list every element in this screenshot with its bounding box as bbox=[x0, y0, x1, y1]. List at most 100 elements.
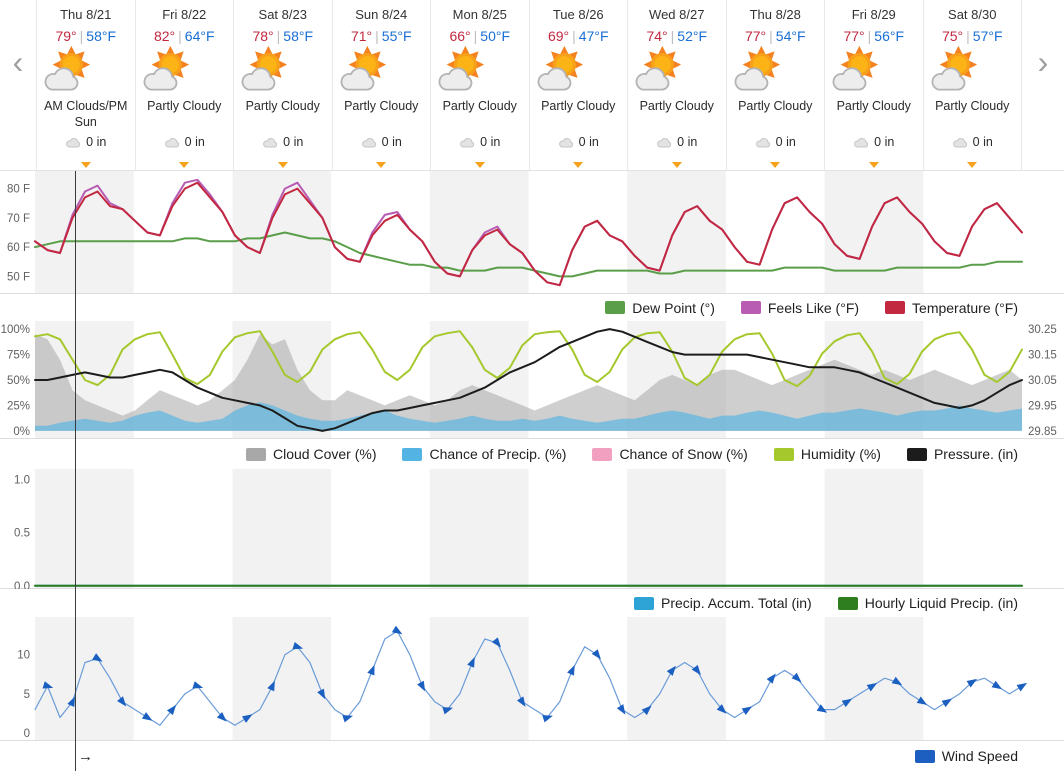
chevron-down-icon[interactable] bbox=[80, 162, 91, 168]
y-axis-tick: 50 F bbox=[7, 271, 30, 283]
precip-amount: 0 in bbox=[283, 135, 304, 149]
condition-text: Partly Cloudy bbox=[541, 99, 616, 113]
chevron-down-icon[interactable] bbox=[868, 162, 879, 168]
low-temp: 54°F bbox=[775, 28, 806, 44]
chevron-down-icon[interactable] bbox=[179, 162, 190, 168]
forecast-day-tile[interactable]: Sat 8/30 75° | 57°F P bbox=[922, 0, 1022, 170]
chevron-down-icon[interactable] bbox=[573, 162, 584, 168]
chevron-down-icon[interactable] bbox=[770, 162, 781, 168]
precipitation-chart[interactable]: 1.0 0.5 0.0 bbox=[0, 469, 1064, 589]
high-low-temps: 78° | 58°F bbox=[234, 28, 332, 44]
chevron-down-icon[interactable] bbox=[277, 162, 288, 168]
chevron-down-icon[interactable] bbox=[474, 162, 485, 168]
wind-direction-marker bbox=[391, 625, 403, 635]
high-low-temps: 82° | 64°F bbox=[136, 28, 234, 44]
low-temp: 50°F bbox=[480, 28, 511, 44]
wind-direction-marker bbox=[467, 657, 475, 668]
wind-direction-marker bbox=[367, 664, 375, 676]
temp-separator: | bbox=[473, 28, 478, 44]
forecast-day-tile[interactable]: Thu 8/28 77° | 54°F P bbox=[725, 0, 825, 170]
legend-label: Feels Like (°F) bbox=[767, 299, 860, 316]
condition-text: AM Clouds/PM Sun bbox=[44, 99, 128, 129]
series-chance-of-precip bbox=[35, 402, 1022, 431]
sun-cloud-icon bbox=[924, 45, 1022, 97]
wind-direction-marker bbox=[841, 698, 853, 708]
precip-row: 0 in bbox=[924, 132, 1022, 152]
y-axis-tick-right: 30.05 bbox=[1028, 375, 1057, 387]
high-temp: 82° bbox=[153, 28, 176, 44]
precip-row: 0 in bbox=[333, 132, 431, 152]
y-axis-tick: 0% bbox=[13, 426, 30, 438]
precip-amount: 0 in bbox=[874, 135, 895, 149]
x-axis-arrow: → bbox=[78, 747, 93, 765]
y-axis-tick: 0.5 bbox=[14, 528, 30, 540]
legend-item: Chance of Precip. (%) bbox=[402, 446, 566, 462]
low-temp: 52°F bbox=[677, 28, 708, 44]
forecast-day-tile[interactable]: Sat 8/23 78° | 58°F P bbox=[233, 0, 332, 170]
temp-separator: | bbox=[375, 28, 379, 44]
temp-separator: | bbox=[572, 28, 576, 44]
y-axis-tick: 25% bbox=[7, 400, 30, 412]
y-axis-tick: 75% bbox=[7, 350, 30, 362]
wind-direction-marker bbox=[292, 641, 304, 650]
wind-direction-marker bbox=[542, 715, 553, 723]
y-axis-tick: 0 bbox=[24, 728, 30, 740]
legend-label: Hourly Liquid Precip. (in) bbox=[864, 595, 1018, 611]
chevron-left-icon[interactable]: ‹ bbox=[12, 44, 24, 80]
forecast-day-tile[interactable]: Wed 8/27 74° | 52°F P bbox=[627, 0, 726, 170]
wind-direction-marker bbox=[941, 698, 953, 708]
wind-direction-marker bbox=[516, 696, 526, 707]
chart-footer-row: → Wind Speed bbox=[0, 741, 1064, 771]
high-temp: 77° bbox=[843, 28, 865, 44]
day-label: Tue 8/26 bbox=[552, 7, 604, 22]
wind-direction-marker bbox=[417, 680, 426, 692]
condition-text: Partly Cloudy bbox=[147, 99, 222, 113]
wind-direction-marker bbox=[891, 676, 903, 686]
wind-direction-marker bbox=[1016, 682, 1028, 692]
sun-cloud-icon bbox=[37, 45, 135, 97]
high-low-temps: 74° | 52°F bbox=[628, 28, 726, 44]
forecast-day-tile[interactable]: Fri 8/22 82° | 64°F P bbox=[134, 0, 234, 170]
legend-item: Chance of Snow (%) bbox=[592, 446, 748, 462]
cloud-icon bbox=[558, 136, 574, 149]
series-pressure-in bbox=[34, 328, 1023, 432]
sun-cloud-icon bbox=[234, 45, 332, 97]
wind-direction-marker bbox=[791, 672, 802, 683]
day-band bbox=[627, 469, 726, 589]
cloud-precip-humidity-pressure-chart[interactable]: 100% 75% 50% 25% 0% 30.25 30.15 30.05 29.95 29.85 bbox=[0, 321, 1064, 439]
low-temp: 47°F bbox=[578, 28, 609, 44]
forecast-day-tile[interactable]: Tue 8/26 69° | 47°F P bbox=[528, 0, 628, 170]
forecast-charts: 80 F 70 F 60 F 50 F Dew Point (°) Feels Like… bbox=[0, 171, 1064, 771]
legend-label: Wind Speed bbox=[941, 748, 1018, 764]
low-temp: 56°F bbox=[874, 28, 905, 44]
high-temp: 78° bbox=[252, 28, 274, 44]
chevron-down-icon[interactable] bbox=[967, 162, 978, 168]
high-low-temps: 69° | 47°F bbox=[530, 28, 628, 44]
forecast-day-tile[interactable]: Fri 8/29 77° | 56°F P bbox=[824, 0, 923, 170]
wind-direction-marker bbox=[591, 649, 601, 660]
wind-direction-marker bbox=[216, 711, 227, 722]
day-band bbox=[824, 617, 924, 741]
series-humidity bbox=[34, 330, 1023, 388]
high-low-temps: 79° | 58°F bbox=[37, 28, 135, 44]
chevron-down-icon[interactable] bbox=[671, 162, 682, 168]
sun-cloud-icon bbox=[727, 45, 825, 97]
wind-direction-marker bbox=[866, 682, 878, 692]
cloud-icon bbox=[164, 136, 180, 149]
low-temp: 64°F bbox=[184, 28, 215, 44]
forecast-day-tile[interactable]: Mon 8/25 66° | 50°F P bbox=[430, 0, 529, 170]
high-temp: 77° bbox=[744, 28, 767, 44]
wind-speed-chart[interactable]: 10 5 0 bbox=[0, 617, 1064, 741]
legend-swatch bbox=[740, 301, 761, 314]
chevron-down-icon[interactable] bbox=[376, 162, 387, 168]
series-temperature-f bbox=[34, 181, 1023, 287]
precip-amount: 0 in bbox=[184, 135, 205, 149]
forecast-day-tile[interactable]: Thu 8/21 79° | 58°F A bbox=[36, 0, 135, 170]
forecast-day-tile[interactable]: Sun 8/24 71° | 55°F P bbox=[331, 0, 431, 170]
high-low-temps: 66° | 50°F bbox=[431, 28, 529, 44]
low-temp: 58°F bbox=[283, 28, 314, 44]
low-temp: 58°F bbox=[86, 28, 117, 44]
temperature-chart[interactable]: 80 F 70 F 60 F 50 F bbox=[0, 171, 1064, 294]
chevron-right-icon[interactable]: › bbox=[1037, 44, 1049, 80]
condition-text: Partly Cloudy bbox=[738, 99, 813, 113]
